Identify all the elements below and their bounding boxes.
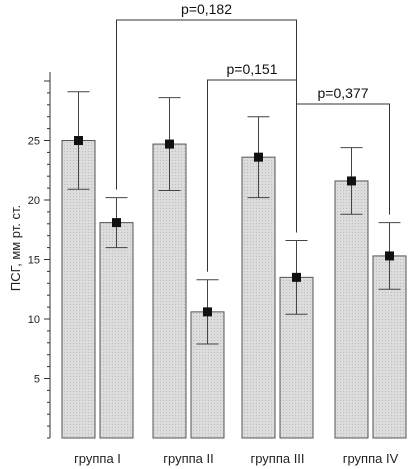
p-value-label: p=0,377 [318,85,369,101]
y-axis-label: ПСГ, мм рт. ст. [8,205,23,291]
p-value-label: p=0,151 [227,61,278,77]
y-tick-label: 5 [34,374,40,386]
bar-4-1 [334,180,369,439]
category-label: группа III [250,451,304,466]
mean-marker [165,139,174,149]
category-label: группа I [74,451,121,466]
x-axis-labels: группа I группа II группа III группа IV [74,451,399,466]
y-tick-label: 10 [28,314,40,326]
mean-marker [347,176,356,186]
mean-marker [112,218,121,228]
mean-marker [292,272,301,282]
bar-2-1 [152,143,187,439]
mean-marker [254,152,263,162]
category-label: группа IV [343,451,399,466]
y-axis: 5 10 15 20 25 [28,72,51,439]
bar-3-1 [241,156,276,439]
p-value-label: p=0,182 [181,1,232,17]
significance-annotations: p=0,182 p=0,151 p=0,377 [116,1,390,272]
mean-marker [74,136,83,145]
y-tick-label: 15 [28,255,40,267]
mean-marker [203,307,212,317]
significance-bracket [296,103,390,233]
y-tick-label: 20 [28,195,40,207]
mean-marker [385,251,394,261]
category-label: группа II [163,451,213,466]
y-tick-label: 25 [28,136,40,148]
bar-1-1 [61,140,96,439]
bars-layer [61,91,407,439]
bar-1-2 [99,222,134,439]
